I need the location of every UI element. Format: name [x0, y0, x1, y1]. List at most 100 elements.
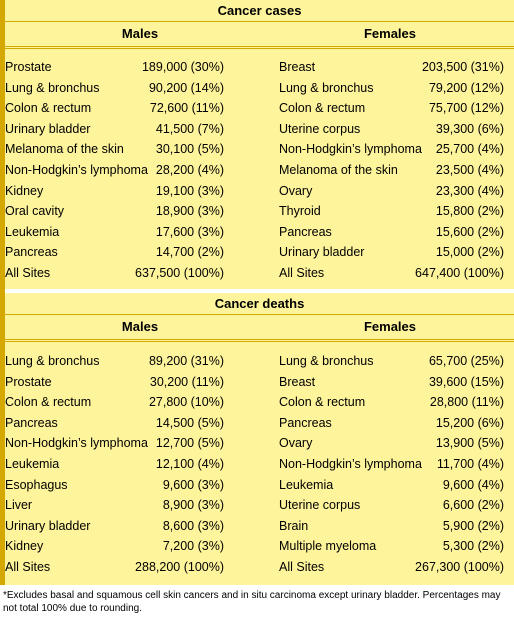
- table-row: Urinary bladder 8,600 (3%) Brain 5,900 (2%): [5, 516, 514, 536]
- male-site: Colon & rectum: [5, 101, 92, 116]
- female-site: Thyroid: [279, 204, 321, 219]
- female-value: 11,700 (4%): [436, 457, 504, 471]
- female-site: Colon & rectum: [279, 395, 366, 410]
- female-value: 65,700 (25%): [428, 354, 504, 368]
- cases-header-rule: [5, 46, 514, 47]
- female-value: 6,600 (2%): [442, 498, 504, 513]
- table-row: Esophagus 9,600 (3%) Leukemia 9,600 (4%): [5, 475, 514, 495]
- table-row: Prostate 30,200 (11%) Breast 39,600 (15%): [5, 372, 514, 392]
- cases-section-title: Cancer cases: [5, 0, 514, 22]
- female-value: 28,800 (11%): [429, 395, 504, 410]
- male-value: 12,100 (4%): [155, 457, 224, 471]
- male-value: 19,100 (3%): [155, 183, 224, 198]
- male-value: 30,200 (11%): [149, 374, 224, 389]
- male-value: 14,500 (5%): [155, 415, 224, 430]
- female-value: 25,700 (4%): [435, 142, 504, 157]
- deaths-males-header: Males: [121, 319, 159, 334]
- cases-males-header: Males: [121, 26, 159, 41]
- male-value: 637,500 (100%): [135, 266, 224, 280]
- female-value: 23,500 (4%): [435, 163, 504, 177]
- male-site: Urinary bladder: [5, 121, 91, 136]
- male-value: 7,200 (3%): [162, 539, 224, 554]
- female-value: 15,600 (2%): [435, 224, 504, 239]
- male-site: Colon & rectum: [5, 395, 92, 410]
- table-row: Melanoma of the skin 30,100 (5%) Non-Hodgk…: [5, 139, 514, 159]
- female-value: 75,700 (12%): [428, 101, 504, 116]
- female-value: 9,600 (4%): [442, 477, 504, 492]
- cases-header-rule-2: [5, 48, 514, 49]
- table-row: Colon & rectum 72,600 (11%) Colon & rectum…: [5, 98, 514, 118]
- table-row: Lung & bronchus 90,200 (14%) Lung & bronch…: [5, 78, 514, 98]
- cases-females-header: Females: [363, 26, 417, 41]
- male-value: 28,200 (4%): [155, 163, 224, 177]
- footnote: *Excludes basal and squamous cell skin c…: [3, 590, 501, 614]
- male-site: Esophagus: [5, 477, 68, 492]
- deaths-females-header: Females: [363, 319, 417, 334]
- female-site: Breast: [279, 60, 316, 74]
- female-site: Uterine corpus: [279, 498, 361, 513]
- male-value: 8,900 (3%): [162, 498, 224, 513]
- deaths-section-title: Cancer deaths: [5, 293, 514, 315]
- female-site: Non-Hodgkin’s lymphoma: [279, 457, 422, 471]
- male-site: Lung & bronchus: [5, 354, 100, 368]
- female-value: 79,200 (12%): [428, 80, 504, 95]
- female-value: 15,000 (2%): [435, 245, 504, 260]
- male-value: 288,200 (100%): [135, 560, 224, 574]
- male-site: Non-Hodgkin’s lymphoma: [5, 163, 148, 177]
- deaths-header-rule-2: [5, 341, 514, 342]
- male-value: 9,600 (3%): [162, 477, 224, 492]
- male-site: All Sites: [5, 560, 51, 574]
- female-site: Urinary bladder: [279, 245, 365, 260]
- female-site: Ovary: [279, 183, 313, 198]
- male-value: 18,900 (3%): [155, 204, 224, 219]
- male-value: 30,100 (5%): [155, 142, 224, 157]
- female-value: 15,800 (2%): [435, 204, 504, 219]
- male-site: Leukemia: [5, 224, 60, 239]
- female-value: 647,400 (100%): [415, 266, 504, 280]
- table-row: Kidney 7,200 (3%) Multiple myeloma 5,300 (2…: [5, 536, 514, 556]
- female-value: 15,200 (6%): [435, 415, 504, 430]
- female-value: 39,600 (15%): [428, 374, 504, 389]
- deaths-header-rule: [5, 339, 514, 340]
- male-value: 90,200 (14%): [148, 80, 224, 95]
- male-value: 8,600 (3%): [162, 518, 224, 533]
- table-row: Urinary bladder 41,500 (7%) Uterine corpus…: [5, 119, 514, 139]
- male-value: 27,800 (10%): [148, 395, 224, 410]
- female-value: 23,300 (4%): [435, 183, 504, 198]
- left-accent-bar: [0, 0, 5, 585]
- female-site: Non-Hodgkin’s lymphoma: [279, 142, 422, 157]
- male-site: Kidney: [5, 539, 44, 554]
- table-row: Non-Hodgkin’s lymphoma 12,700 (5%) Ovary 13…: [5, 433, 514, 453]
- male-site: Melanoma of the skin: [5, 142, 124, 157]
- table-row: Oral cavity 18,900 (3%) Thyroid 15,800 (2%): [5, 201, 514, 221]
- table-row: Lung & bronchus 89,200 (31%) Lung & bronch…: [5, 351, 514, 371]
- female-value: 5,300 (2%): [442, 539, 504, 554]
- female-value: 267,300 (100%): [415, 560, 504, 574]
- table-row: Liver 8,900 (3%) Uterine corpus 6,600 (2%): [5, 495, 514, 515]
- table-row: Colon & rectum 27,800 (10%) Colon & rectum…: [5, 392, 514, 412]
- deaths-table: Males Females Lung & bronchus 89,200 (31%…: [5, 315, 514, 585]
- male-value: 41,500 (7%): [155, 121, 224, 136]
- male-site: Non-Hodgkin’s lymphoma: [5, 436, 148, 451]
- female-site: Uterine corpus: [279, 121, 361, 136]
- table-row: All Sites 288,200 (100%) All Sites 267,300 …: [5, 557, 514, 577]
- table-row: Leukemia 12,100 (4%) Non-Hodgkin’s lymphom…: [5, 454, 514, 474]
- male-site: All Sites: [5, 266, 51, 280]
- male-site: Kidney: [5, 183, 44, 198]
- male-value: 72,600 (11%): [149, 101, 224, 116]
- female-site: Leukemia: [279, 477, 334, 492]
- table-row: Pancreas 14,500 (5%) Pancreas 15,200 (6%): [5, 413, 514, 433]
- female-site: Brain: [279, 518, 309, 533]
- table-row: Non-Hodgkin’s lymphoma 28,200 (4%) Melanom…: [5, 160, 514, 180]
- male-site: Prostate: [5, 60, 52, 74]
- table-row: All Sites 637,500 (100%) All Sites 647,400 …: [5, 263, 514, 283]
- male-site: Urinary bladder: [5, 518, 91, 533]
- female-site: Lung & bronchus: [279, 80, 374, 95]
- table-row: Leukemia 17,600 (3%) Pancreas 15,600 (2%): [5, 222, 514, 242]
- table-row: Prostate 189,000 (30%) Breast 203,500 (31%): [5, 57, 514, 77]
- female-site: Lung & bronchus: [279, 354, 374, 368]
- male-site: Oral cavity: [5, 204, 65, 219]
- female-site: All Sites: [279, 266, 325, 280]
- table-row: Kidney 19,100 (3%) Ovary 23,300 (4%): [5, 181, 514, 201]
